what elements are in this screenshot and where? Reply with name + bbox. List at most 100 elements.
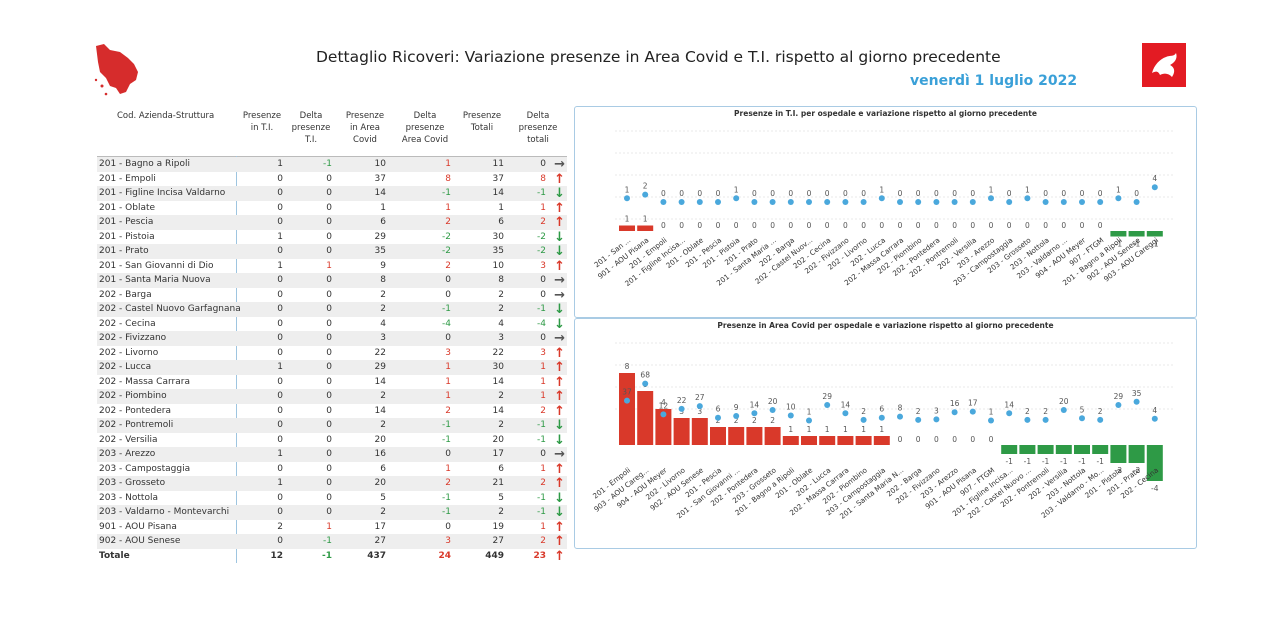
delta-label: 0	[879, 221, 884, 230]
presenze-covid: 29	[374, 362, 386, 372]
presenze-covid: 20	[374, 434, 386, 445]
presenze-ti: 0	[277, 275, 283, 285]
table-row: 201 - Figline Incisa Valdarno 0 0 14 -1 14 -1 ↓	[97, 186, 567, 201]
tuscany-region-logo	[94, 44, 138, 96]
presence-label: 0	[970, 189, 975, 198]
presenze-ti: 0	[277, 347, 283, 358]
table-row: 202 - Pontremoli 0 0 2 -1 2 -1 ↓	[97, 418, 567, 433]
table-row: 202 - Barga 0 0 2 0 2 0 →	[97, 288, 567, 303]
presenze-totali: 22	[492, 347, 504, 358]
trend-right-arrow-icon: →	[554, 331, 565, 346]
hospital-name: 203 - Arezzo	[99, 449, 156, 459]
delta-bar	[855, 436, 872, 445]
table-row: 202 - Piombino 0 0 2 1 2 1 ↑	[97, 389, 567, 404]
presence-dot	[824, 199, 831, 205]
presence-dot	[696, 403, 703, 410]
presenze-covid: 35	[374, 246, 386, 256]
presenze-ti: 0	[277, 405, 283, 416]
delta-ti: 0	[326, 246, 332, 256]
table-row: 201 - Pescia 0 0 6 2 6 2 ↑	[97, 215, 567, 230]
presence-label: 10	[786, 403, 796, 412]
delta-ti: 0	[326, 188, 332, 198]
presenze-ti: 0	[277, 289, 283, 300]
presenze-ti: 12	[270, 550, 283, 561]
presenze-totali: 20	[492, 434, 504, 445]
presence-dot	[715, 199, 721, 205]
delta-label: 0	[661, 221, 666, 230]
presence-label: 4	[1152, 174, 1157, 183]
trend-down-arrow-icon: ↓	[554, 432, 565, 448]
delta-totali: -1	[537, 434, 546, 445]
presenze-covid: 437	[367, 550, 386, 561]
presence-label: 2	[1098, 407, 1103, 416]
trend-down-arrow-icon: ↓	[554, 316, 565, 332]
delta-bar	[1146, 231, 1163, 237]
delta-bar	[1092, 445, 1109, 454]
hospital-name: 202 - Castel Nuovo Garfagnana	[99, 304, 241, 314]
delta-label: 4	[661, 398, 666, 407]
presence-label: 0	[898, 189, 903, 198]
delta-ti: 0	[326, 202, 332, 213]
delta-covid: -1	[442, 188, 451, 198]
presence-dot	[660, 411, 667, 418]
trend-right-arrow-icon: →	[554, 287, 565, 303]
presenze-covid: 20	[374, 478, 386, 488]
table-row: 901 - AOU Pisana 2 1 17 0 19 1 ↑	[97, 520, 567, 535]
presence-dot	[806, 417, 812, 424]
presenze-ti: 0	[277, 463, 283, 474]
delta-label: 1	[825, 425, 830, 434]
delta-label: 0	[898, 435, 903, 444]
presenze-totali: 14	[492, 188, 504, 198]
presence-label: 6	[879, 405, 884, 414]
delta-label: 0	[1080, 221, 1085, 230]
presence-label: 2	[1043, 407, 1048, 416]
table-row: 203 - Campostaggia 0 0 6 1 6 1 ↑	[97, 462, 567, 477]
presence-label: 1	[625, 185, 630, 194]
hospital-name: 201 - Prato	[99, 246, 149, 256]
delta-totali: 0	[540, 159, 546, 169]
delta-label: -2	[1133, 466, 1141, 475]
delta-totali: 2	[540, 478, 546, 488]
delta-label: -1	[1133, 240, 1141, 249]
delta-ti: 0	[326, 391, 332, 401]
presenze-ti: 1	[277, 260, 283, 271]
delta-bar	[819, 436, 836, 445]
delta-label: 0	[1061, 221, 1066, 230]
delta-covid: 1	[445, 362, 451, 372]
presenze-covid: 6	[380, 463, 386, 474]
presence-dot	[1133, 199, 1140, 205]
trend-right-arrow-icon: →	[554, 273, 565, 288]
table-header: Cod. Azienda-Struttura Presenze in T.I. …	[97, 104, 567, 156]
presenze-ti: 1	[277, 159, 283, 169]
delta-ti: 0	[326, 492, 332, 503]
delta-bar	[619, 373, 635, 445]
delta-bar	[637, 225, 654, 231]
hospital-name: 201 - San Giovanni di Dio	[99, 260, 214, 271]
presenze-ti: 2	[277, 521, 283, 532]
delta-bar	[1074, 445, 1090, 454]
presenze-covid: 6	[380, 217, 386, 227]
delta-covid: 1	[445, 463, 451, 474]
delta-label: 0	[697, 221, 702, 230]
delta-ti: 0	[326, 304, 332, 314]
presenze-totali: 10	[492, 260, 504, 271]
delta-totali: 2	[540, 405, 546, 416]
delta-ti: 0	[326, 420, 332, 430]
presence-dot	[751, 410, 758, 417]
delta-ti: 0	[326, 434, 332, 445]
delta-covid: 0	[445, 333, 451, 343]
delta-ti: 0	[326, 449, 332, 459]
delta-covid: 2	[445, 260, 451, 271]
presenze-covid: 2	[380, 304, 386, 314]
presence-dot	[1060, 407, 1067, 413]
trend-up-arrow-icon: ↑	[554, 389, 565, 404]
presenze-totali: 30	[492, 362, 504, 372]
delta-bar	[673, 418, 690, 445]
table-row: 201 - Bagno a Ripoli 1 -1 10 1 11 0 →	[97, 157, 567, 172]
delta-ti: 0	[326, 275, 332, 285]
presenze-covid: 14	[374, 405, 386, 416]
presence-label: 1	[879, 185, 884, 194]
presenze-ti: 0	[277, 202, 283, 213]
trend-up-arrow-icon: ↑	[554, 215, 565, 230]
delta-covid: 1	[445, 202, 451, 213]
